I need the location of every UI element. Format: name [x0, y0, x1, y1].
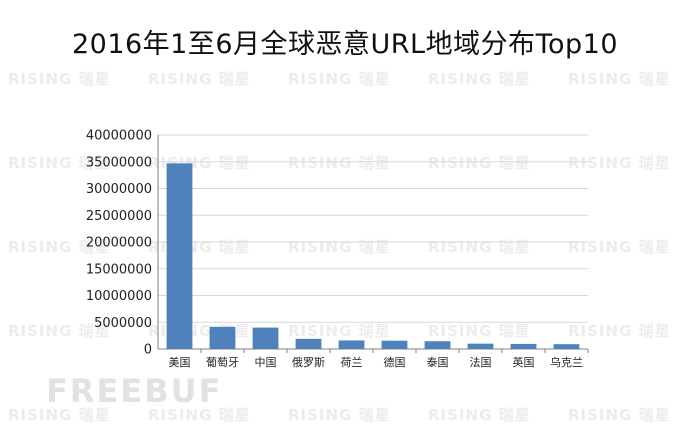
y-tick-label: 20000000: [86, 236, 152, 251]
y-tick-label: 5000000: [94, 316, 152, 331]
x-tick-label: 泰国: [427, 355, 449, 369]
freebuf-watermark: FREEBUF: [46, 372, 223, 410]
x-tick-label: 英国: [513, 355, 535, 369]
bar: [295, 338, 322, 349]
chart-title: 2016年1至6月全球恶意URL地域分布Top10: [71, 29, 619, 60]
x-tick-label: 荷兰: [341, 356, 363, 369]
bar: [166, 163, 193, 349]
x-tick-label: 德国: [384, 355, 406, 369]
y-tick-label: 30000000: [86, 182, 152, 197]
y-tick-label: 0: [144, 343, 152, 358]
y-tick-label: 40000000: [86, 129, 152, 144]
y-tick-label: 25000000: [86, 209, 152, 224]
bar: [510, 343, 537, 349]
bar: [553, 344, 580, 349]
bar: [252, 327, 279, 349]
y-tick-label: 15000000: [86, 262, 152, 277]
y-tick-label: 10000000: [86, 289, 152, 304]
x-tick-label: 美国: [169, 356, 191, 369]
bar: [338, 340, 365, 349]
bar: [424, 341, 451, 349]
bar: [381, 340, 408, 349]
x-tick-label: 俄罗斯: [292, 356, 325, 369]
bar: [209, 326, 236, 349]
x-tick-label: 乌克兰: [550, 355, 583, 369]
y-tick-label: 35000000: [86, 155, 152, 170]
bar: [467, 343, 494, 349]
x-tick-label: 中国: [255, 356, 277, 369]
x-tick-label: 葡萄牙: [206, 356, 239, 369]
x-tick-label: 法国: [470, 355, 492, 369]
